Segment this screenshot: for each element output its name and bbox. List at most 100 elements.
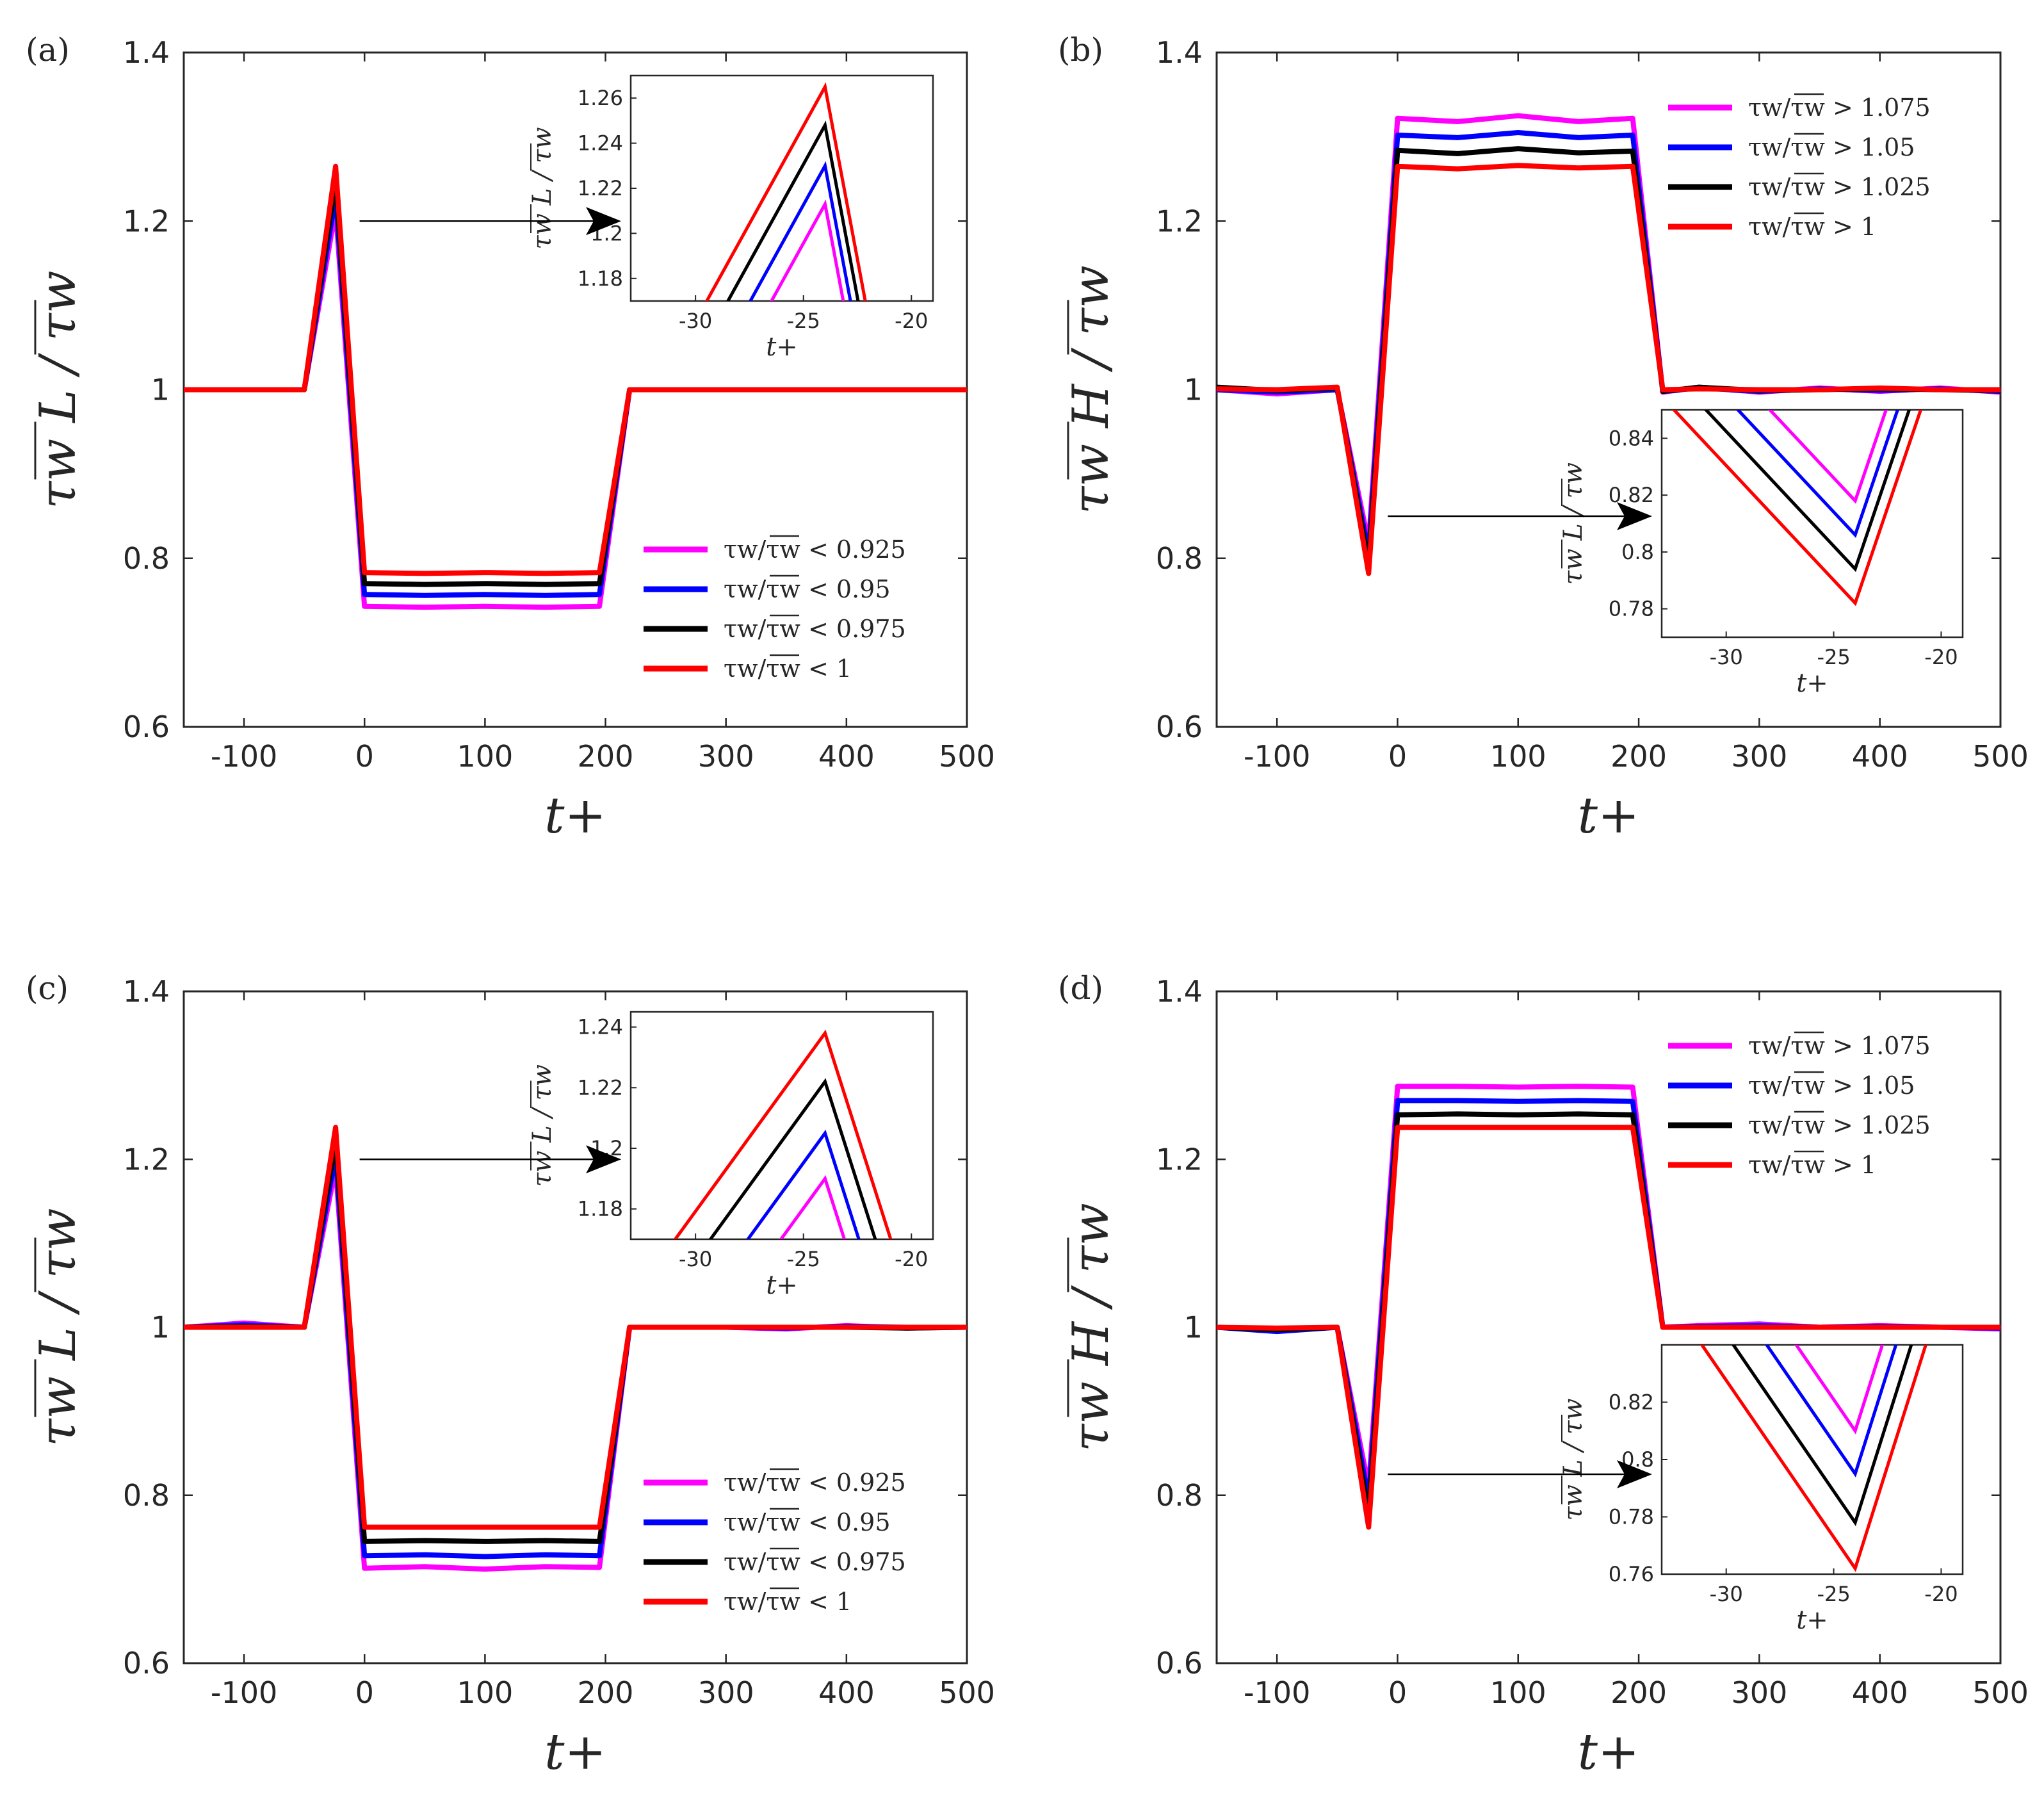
inset-x-tick-label: -25 bbox=[787, 309, 820, 333]
y-tick-label: 1.4 bbox=[1156, 974, 1203, 1009]
panel-c: (c) -100 0 100 200 300 400 500 0.6 0.8 1 1.2 1.4 t+ τw… bbox=[26, 970, 995, 1781]
x-axis-label: t+ bbox=[544, 1723, 606, 1781]
y-axis-label-text: τw L / τw bbox=[29, 1208, 87, 1446]
x-axis-label: t+ bbox=[544, 787, 606, 845]
inset-y-tick-label: 1.22 bbox=[578, 176, 623, 200]
inset-series-line-1 bbox=[1794, 1345, 1885, 1435]
y-tick-label: 0.8 bbox=[1156, 541, 1203, 576]
inset-series-line-1 bbox=[779, 1175, 847, 1239]
inset: -30 -25 -200.760.780.80.82t+τw L / τw bbox=[1559, 1344, 1964, 1635]
x-tick-label: -100 bbox=[1244, 1675, 1310, 1710]
y-tick-label: 1.2 bbox=[123, 204, 170, 238]
y-axis-label: τw L / τw bbox=[29, 1208, 87, 1446]
inset-y-tick-label: 0.84 bbox=[1609, 426, 1654, 450]
y-tick-label: 0.6 bbox=[123, 1646, 170, 1680]
inset-y-axis-label-text: τw L / τw bbox=[1559, 462, 1588, 585]
inset-y-axis-label-text: τw L / τw bbox=[528, 1064, 557, 1187]
y-tick-label: 1.4 bbox=[1156, 35, 1203, 70]
x-tick-label: 400 bbox=[1852, 1675, 1908, 1710]
legend-label: τw/τw < 0.925 bbox=[724, 1468, 906, 1497]
inset-series-group bbox=[673, 1029, 893, 1239]
y-tick-label: 1.2 bbox=[1156, 1142, 1203, 1176]
inset-frame bbox=[629, 74, 934, 302]
y-tick-label: 0.8 bbox=[1156, 1478, 1203, 1513]
panel-label: (d) bbox=[1058, 970, 1103, 1007]
x-tick-label: 200 bbox=[578, 1675, 634, 1710]
inset-series-group bbox=[1699, 1345, 1927, 1572]
panel-d: (d) -100 0 100 200 300 400 500 0.6 0.8 1 1.2 1.4 t+ τw… bbox=[1058, 970, 2029, 1781]
series-group bbox=[1216, 113, 2001, 576]
inset-y-tick-label: 0.82 bbox=[1609, 1390, 1654, 1415]
inset-series-line-2 bbox=[745, 1129, 861, 1239]
inset: -30 -25 -20 0.78 0.8 0.82 0.84 t+ τw L / τw bbox=[1559, 409, 1964, 698]
inset-y-tick-label: 0.8 bbox=[1621, 540, 1654, 564]
x-tick-label: 500 bbox=[939, 1675, 995, 1710]
panel-label: (b) bbox=[1058, 31, 1103, 69]
inset-series-line-3 bbox=[1731, 1345, 1913, 1527]
inset-series-group bbox=[1671, 410, 1923, 606]
y-tick-label: 1.2 bbox=[123, 1142, 170, 1176]
legend-label: τw/τw < 0.925 bbox=[724, 535, 906, 564]
inset-x-tick-label: -25 bbox=[1817, 645, 1850, 669]
x-tick-label: 200 bbox=[578, 739, 634, 774]
inset-series-line-3 bbox=[1703, 410, 1911, 573]
inset-x-axis-label: t+ bbox=[766, 1271, 798, 1300]
y-tick-label: 0.8 bbox=[123, 541, 170, 576]
legend: τw/τw > 1.075 τw/τw > 1.05 τw/τw > 1.025 τw… bbox=[1668, 1031, 1931, 1179]
series-group bbox=[183, 163, 968, 610]
x-tick-label: 300 bbox=[1731, 1675, 1787, 1710]
x-tick-label: 100 bbox=[1490, 739, 1546, 774]
x-tick-label: 500 bbox=[939, 739, 995, 774]
x-tick-label: 200 bbox=[1610, 739, 1667, 774]
inset-x-tick-label: -20 bbox=[1924, 645, 1958, 669]
y-axis-label-text: τw L / τw bbox=[29, 270, 87, 508]
inset-frame bbox=[629, 1011, 934, 1241]
y-tick-label: 0.6 bbox=[123, 710, 170, 744]
x-tick-label: 400 bbox=[818, 1675, 875, 1710]
x-axis-label: t+ bbox=[1578, 1723, 1640, 1781]
y-tick-label: 1 bbox=[1184, 1310, 1203, 1345]
inset-y-axis-label-text: τw L / τw bbox=[1559, 1399, 1588, 1521]
inset-x-tick-label: -30 bbox=[1710, 645, 1743, 669]
inset-series-line-2 bbox=[1735, 410, 1900, 539]
x-tick-label: 0 bbox=[1388, 1675, 1407, 1710]
y-tick-label: 0.8 bbox=[123, 1478, 170, 1513]
inset-y-tick-label: 1.18 bbox=[578, 266, 623, 291]
series-line-4 bbox=[1216, 163, 2000, 576]
inset: -30 -25 -201.181.21.221.24t+τw L / τw bbox=[528, 1011, 934, 1300]
x-tick-label: 400 bbox=[818, 739, 875, 774]
legend-label: τw/τw > 1.05 bbox=[1748, 133, 1915, 161]
inset-y-tick-label: 0.78 bbox=[1609, 597, 1654, 621]
inset-x-tick-label: -30 bbox=[679, 1247, 712, 1271]
y-tick-label: 0.6 bbox=[1156, 1646, 1203, 1680]
panel-a: (a) -100 0 100 200 300 400 500 0.6 0.8 1 1.2 1.4 t+ τw… bbox=[26, 31, 995, 845]
series-line-4 bbox=[184, 1125, 967, 1530]
legend-label: τw/τw > 1 bbox=[1748, 213, 1876, 241]
legend-label: τw/τw < 1 bbox=[724, 1588, 852, 1616]
inset-series-line-4 bbox=[673, 1029, 893, 1239]
series-group bbox=[1216, 1084, 2001, 1530]
y-tick-label: 1 bbox=[151, 373, 170, 407]
inset-series-line-4 bbox=[704, 82, 867, 301]
panel-label: (a) bbox=[26, 31, 70, 69]
y-tick-label: 0.6 bbox=[1156, 710, 1203, 744]
legend-label: τw/τw < 1 bbox=[724, 655, 852, 683]
inset-series-line-1 bbox=[769, 199, 845, 301]
y-tick-label: 1.2 bbox=[1156, 204, 1203, 238]
inset-y-tick-label: 0.82 bbox=[1609, 483, 1654, 507]
legend-label: τw/τw > 1.025 bbox=[1748, 1111, 1931, 1139]
x-tick-label: 300 bbox=[698, 739, 754, 774]
inset-x-tick-label: -30 bbox=[1710, 1582, 1743, 1606]
legend-label: τw/τw > 1.05 bbox=[1748, 1071, 1915, 1100]
x-tick-label: 0 bbox=[1388, 739, 1407, 774]
y-tick-label: 1 bbox=[1184, 373, 1203, 407]
y-axis-label-text: τw H / τw bbox=[1062, 1203, 1120, 1452]
legend-label: τw/τw < 0.975 bbox=[724, 615, 906, 643]
y-tick-label: 1 bbox=[151, 1310, 170, 1345]
inset-y-tick-label: 0.78 bbox=[1609, 1505, 1654, 1529]
series-line-4 bbox=[184, 163, 967, 576]
legend-label: τw/τw > 1 bbox=[1748, 1151, 1876, 1179]
x-tick-label: -100 bbox=[1244, 739, 1310, 774]
inset-x-axis-label: t+ bbox=[766, 332, 798, 362]
series-group bbox=[183, 1125, 968, 1572]
